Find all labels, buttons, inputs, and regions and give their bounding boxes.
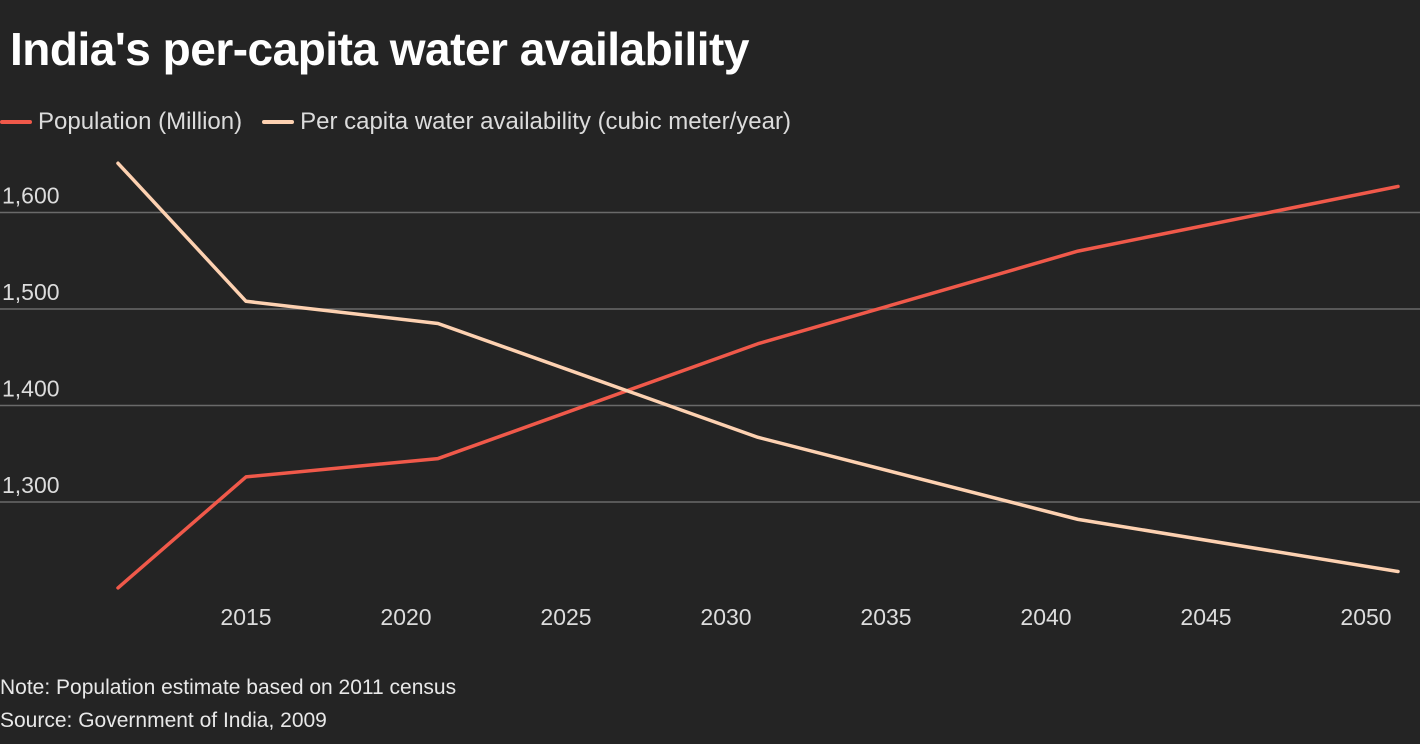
x-tick-label: 2045 [1180,604,1231,630]
series-line-population [116,184,1400,590]
series-line-water [116,161,1400,574]
x-tick-label: 2050 [1340,604,1391,630]
chart-title: India's per-capita water availability [10,23,749,75]
y-tick-label: 1,500 [2,279,60,305]
legend: Population (Million) Per capita water av… [0,108,811,136]
x-tick-label: 2015 [220,604,271,630]
x-tick-label: 2030 [700,604,751,630]
legend-label-water: Per capita water availability (cubic met… [300,108,791,135]
legend-swatch-water [262,120,295,124]
y-tick-label: 1,600 [2,183,60,209]
y-tick-label: 1,300 [2,472,60,498]
y-tick-label: 1,400 [2,376,60,402]
legend-item-water: Per capita water availability (cubic met… [262,108,791,136]
legend-label-population: Population (Million) [38,108,243,135]
x-tick-label: 2020 [380,604,431,630]
note-text: Note: Population estimate based on 2011 … [0,676,457,699]
legend-item-population: Population (Million) [0,108,242,136]
x-tick-label: 2025 [540,604,591,630]
source-text: Source: Government of India, 2009 [0,709,327,732]
x-tick-label: 2040 [1020,604,1071,630]
x-tick-label: 2035 [860,604,911,630]
legend-swatch-population [0,120,32,124]
